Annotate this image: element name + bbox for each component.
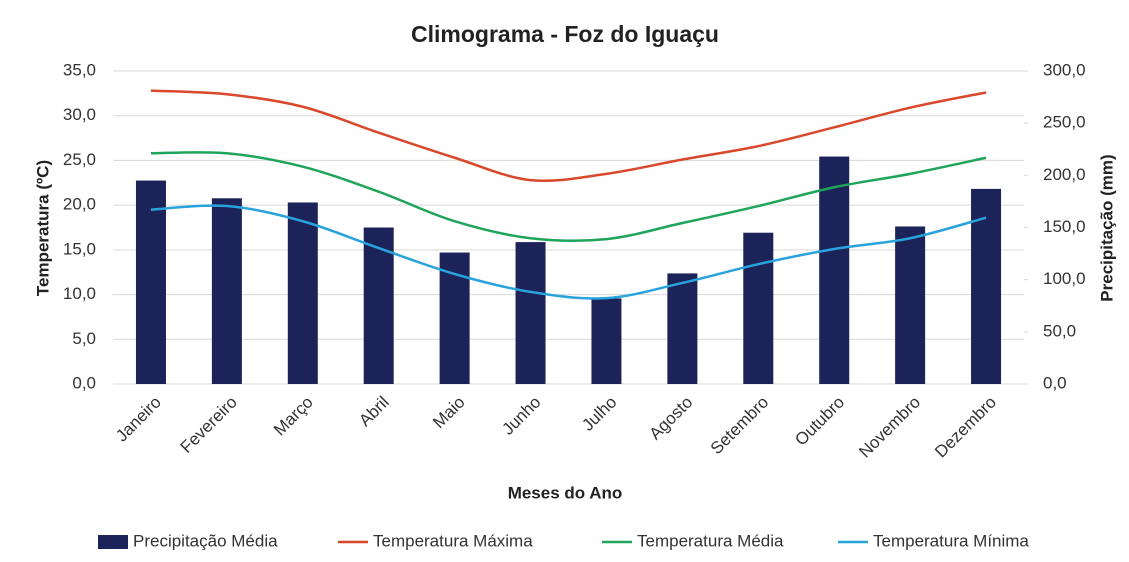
y2-tick-label: 100,0 [1043, 269, 1086, 288]
legend-label: Temperatura Média [637, 531, 784, 550]
y2-tick-label: 300,0 [1043, 60, 1086, 79]
bar [287, 202, 318, 384]
x-tick-label: Junho [498, 393, 544, 439]
x-tick-label: Fevereiro [177, 393, 241, 457]
bar [515, 242, 546, 384]
x-tick-label: Janeiro [112, 393, 165, 446]
y-axis-title: Temperatura (ºC) [33, 160, 52, 296]
x-axis-title: Meses do Ano [508, 483, 623, 502]
y-tick-label: 35,0 [63, 60, 96, 79]
legend-swatch [98, 535, 128, 549]
x-tick-label: Novembro [855, 393, 924, 462]
bar [363, 227, 394, 384]
line [150, 204, 987, 300]
y-tick-label: 15,0 [63, 239, 96, 258]
x-tick-label: Setembro [707, 393, 773, 459]
y2-axis-title: Precipitação (mm) [1097, 154, 1116, 301]
y-tick-label: 20,0 [63, 195, 96, 214]
line [150, 151, 987, 243]
y-tick-label: 5,0 [72, 329, 96, 348]
bar [743, 232, 774, 384]
bar [211, 198, 242, 384]
y2-tick-label: 200,0 [1043, 165, 1086, 184]
x-tick-label: Julho [578, 393, 620, 435]
x-tick-label: Março [270, 393, 317, 440]
y2-tick-label: 250,0 [1043, 113, 1086, 132]
line [150, 89, 987, 183]
bar [667, 273, 698, 384]
y2-tick-label: 0,0 [1043, 373, 1067, 392]
chart-title: Climograma - Foz do Iguaçu [411, 21, 719, 47]
bar [439, 252, 470, 384]
y-tick-label: 25,0 [63, 150, 96, 169]
x-tick-label: Maio [429, 393, 468, 432]
y2-tick-label: 150,0 [1043, 217, 1086, 236]
legend-label: Precipitação Média [133, 531, 278, 550]
legend-label: Temperatura Máxima [373, 531, 533, 550]
x-tick-label: Dezembro [931, 393, 1000, 462]
bar [819, 156, 850, 384]
bar [895, 226, 926, 384]
x-tick-label: Agosto [646, 393, 697, 444]
y-tick-label: 0,0 [72, 373, 96, 392]
bar [135, 180, 166, 384]
bar [591, 298, 622, 384]
y-tick-label: 10,0 [63, 284, 96, 303]
y-tick-label: 30,0 [63, 105, 96, 124]
x-tick-label: Abril [355, 393, 392, 430]
y2-tick-label: 50,0 [1043, 321, 1076, 340]
legend-label: Temperatura Mínima [873, 531, 1029, 550]
x-tick-label: Outubro [791, 393, 848, 450]
